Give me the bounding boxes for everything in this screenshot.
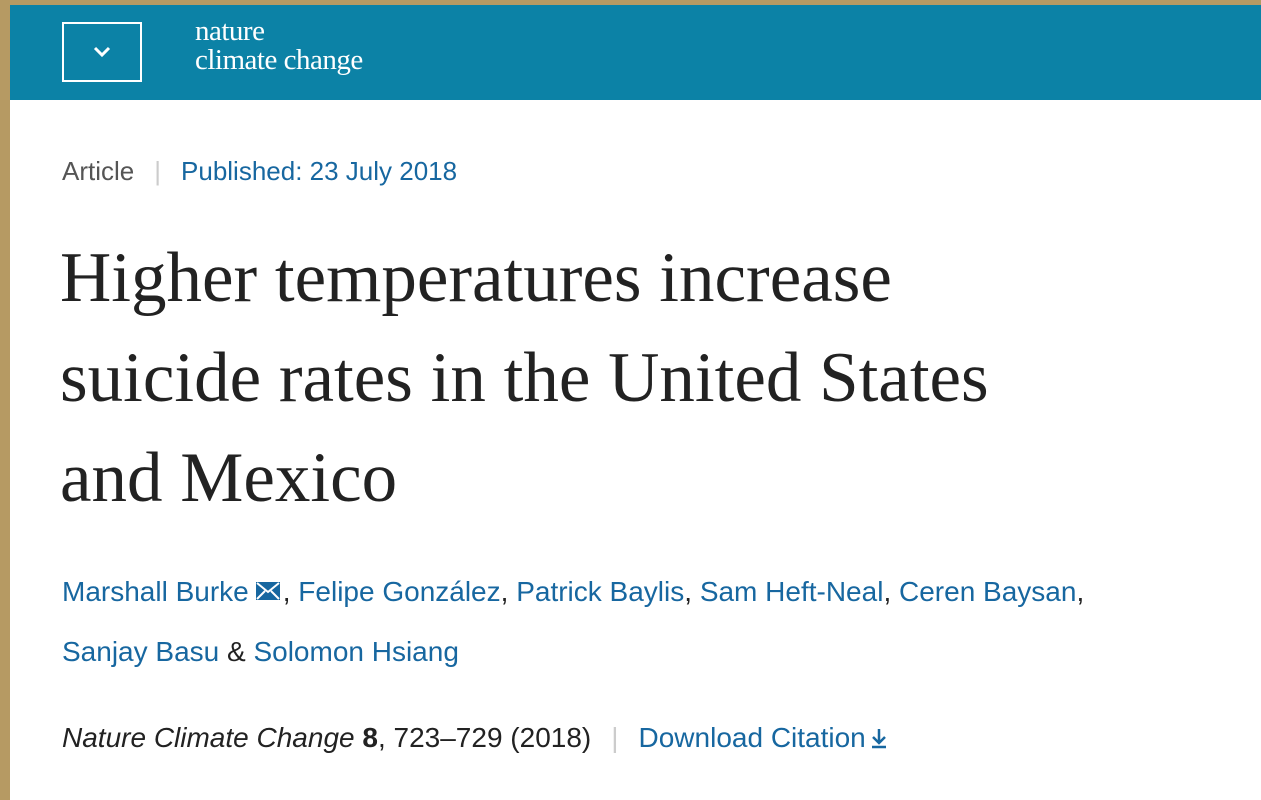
download-label: Download Citation	[638, 722, 866, 753]
article-meta: Article | Published: 23 July 2018	[62, 156, 457, 187]
author-list: Marshall Burke, Felipe González, Patrick…	[62, 562, 1252, 682]
volume: 8	[362, 722, 378, 753]
title-line: Higher temperatures increase	[60, 239, 892, 317]
download-icon	[871, 729, 886, 749]
author-name[interactable]: Sanjay Basu	[62, 636, 220, 667]
pages: , 723–729 (2018)	[377, 722, 592, 753]
separator: |	[154, 156, 162, 186]
author-name[interactable]: Ceren Baysan	[899, 576, 1077, 607]
mail-icon[interactable]	[253, 580, 283, 602]
title-line: and Mexico	[60, 439, 398, 517]
menu-button[interactable]	[62, 22, 142, 82]
logo[interactable]: nature climate change	[195, 17, 363, 75]
article-title: Higher temperatures increase suicide rat…	[60, 228, 989, 528]
author-separator: ,	[684, 576, 700, 607]
author-name[interactable]: Felipe González	[298, 576, 501, 607]
mail-flap	[256, 582, 280, 600]
author-name[interactable]: Patrick Baylis	[516, 576, 685, 607]
author-separator: ,	[500, 576, 517, 607]
logo-line: climate change	[195, 44, 363, 76]
author-name[interactable]: Marshall Burke	[62, 576, 249, 607]
published-date: Published: 23 July 2018	[181, 156, 458, 186]
author-name[interactable]: Solomon Hsiang	[253, 636, 459, 667]
chevron-icon	[93, 46, 111, 58]
site-header: nature climate change	[10, 5, 1261, 100]
author-separator: ,	[1076, 576, 1085, 607]
article-type: Article	[62, 156, 135, 186]
author-separator: ,	[282, 576, 299, 607]
title-line: suicide rates in the United States	[60, 339, 989, 417]
separator: |	[611, 722, 619, 753]
author-separator: ,	[883, 576, 899, 607]
logo-line: nature	[195, 15, 265, 47]
citation: Nature Climate Change 8, 723–729 (2018) |…	[62, 722, 892, 754]
author-name[interactable]: Sam Heft-Neal	[699, 576, 884, 607]
journal: Nature Climate Change	[62, 722, 355, 753]
author-separator: &	[219, 636, 254, 667]
download-citation[interactable]: Download Citation	[639, 722, 892, 753]
